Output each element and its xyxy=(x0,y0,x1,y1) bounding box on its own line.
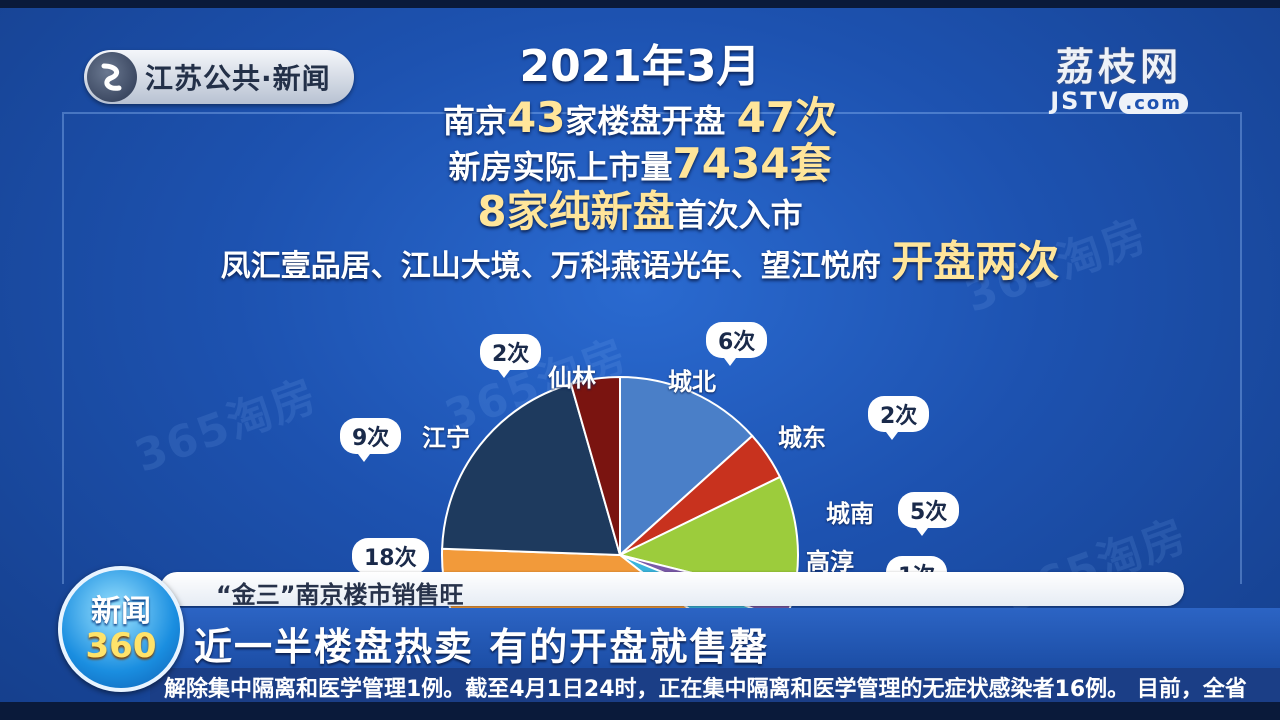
text-segment: 南京 xyxy=(442,102,507,140)
headline-new-projects: 8家纯新盘首次入市 xyxy=(0,178,1280,239)
text-segment: 新房实际上市量 xyxy=(448,148,673,186)
pie-slice xyxy=(441,382,622,557)
pie-count-badge: 2次 xyxy=(480,334,542,378)
site-logo-jstv: JSTV xyxy=(1050,87,1120,115)
news-ticker: 解除集中隔离和医学管理1例。截至4月1日24时，正在集中隔离和医学管理的无症状感… xyxy=(150,668,1280,702)
highlight-number: 43 xyxy=(506,93,566,142)
text-segment: 首次入市 xyxy=(674,196,803,234)
pie-district-label: 城北 xyxy=(668,368,716,396)
highlight-text: 8家纯新盘 xyxy=(477,187,675,236)
news360-badge: 新闻 360 xyxy=(58,566,184,692)
pie-slice xyxy=(619,375,754,558)
site-logo-cn: 荔枝网 xyxy=(1056,45,1183,89)
headline-supply: 新房实际上市量7434套 xyxy=(0,130,1280,191)
headline-twice: 凤汇壹品居、江山大境、万科燕语光年、望江悦府 开盘两次 xyxy=(0,228,1280,289)
pie-count-badge: 9次 xyxy=(340,418,402,462)
pie-district-label: 高淳 xyxy=(806,548,854,576)
highlight-number: 7434套 xyxy=(672,139,832,188)
pie-count-badge: 18次 xyxy=(352,538,429,582)
headline-date: 2021年3月 xyxy=(519,41,761,92)
badge-360: 360 xyxy=(85,626,157,666)
pie-district-label: 仙林 xyxy=(548,364,596,392)
highlight-number: 47次 xyxy=(736,93,838,142)
caption-bar: “金三”南京楼市销售旺 xyxy=(160,572,1184,609)
ticker-text: 解除集中隔离和医学管理1例。截至4月1日24时，正在集中隔离和医学管理的无症状感… xyxy=(164,677,1247,702)
bottom-strip xyxy=(0,702,1280,720)
channel-logo: 江苏公共·新闻 xyxy=(84,50,354,104)
pie-district-label: 江宁 xyxy=(422,424,470,452)
pie-district-label: 城东 xyxy=(778,424,826,452)
site-logo-dotcom: .com xyxy=(1119,93,1188,114)
pie-count-badge: 2次 xyxy=(868,396,930,440)
pie-count-badge: 5次 xyxy=(898,492,960,536)
text-segment: 家楼盘开盘 xyxy=(565,102,737,140)
pie-district-label: 城南 xyxy=(826,500,874,528)
infographic-panel xyxy=(62,112,1242,584)
site-logo-en: JSTV .com xyxy=(1050,87,1188,115)
badge-news: 新闻 xyxy=(91,594,151,629)
headline-openings: 南京43家楼盘开盘 47次 xyxy=(0,84,1280,145)
jsbc-logo-icon xyxy=(87,52,137,102)
pie-count-badge: 6次 xyxy=(706,322,768,366)
channel-name: 江苏公共·新闻 xyxy=(145,62,331,95)
site-logo: 荔枝网 JSTV .com xyxy=(1050,36,1188,115)
highlight-text: 开盘两次 xyxy=(891,237,1060,286)
text-segment: 凤汇壹品居、江山大境、万科燕语光年、望江悦府 xyxy=(220,249,892,284)
top-black-bar xyxy=(0,0,1280,8)
main-title: 近一半楼盘热卖 有的开盘就售罄 xyxy=(194,625,770,669)
main-title-bar: 近一半楼盘热卖 有的开盘就售罄 xyxy=(150,608,1280,669)
caption-text: “金三”南京楼市销售旺 xyxy=(216,581,464,609)
pie-slice xyxy=(569,375,621,556)
